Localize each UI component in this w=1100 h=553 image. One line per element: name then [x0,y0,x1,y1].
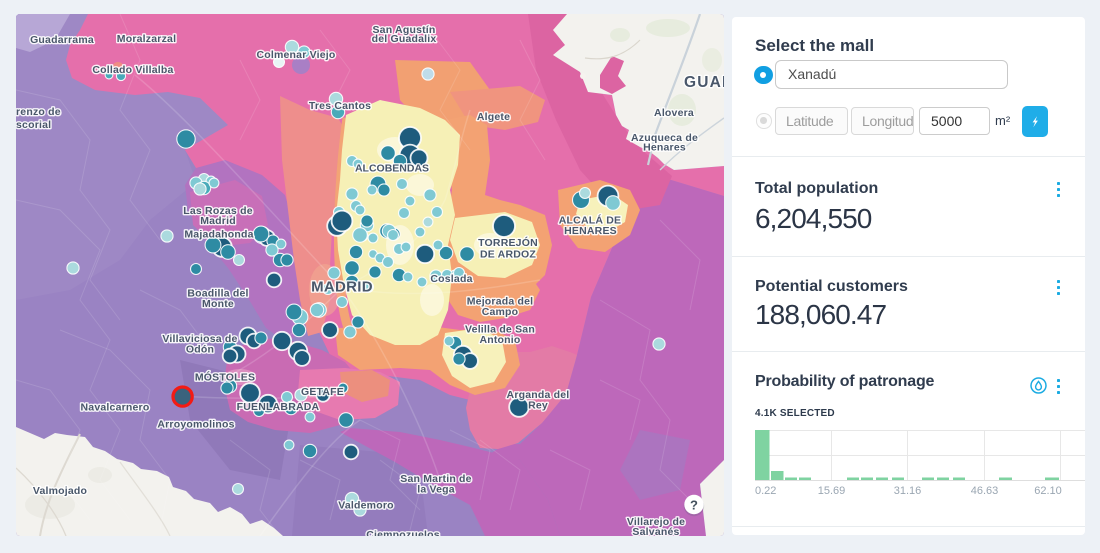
svg-text:ALCALÁ DE: ALCALÁ DE [559,213,621,226]
svg-text:Campo: Campo [482,306,519,318]
svg-text:Odón: Odón [186,344,214,356]
svg-text:Villaviciosa de: Villaviciosa de [162,333,237,345]
svg-text:MÓSTOLES: MÓSTOLES [195,371,255,384]
svg-text:Antonio: Antonio [479,334,520,346]
svg-text:Alovera: Alovera [654,107,694,119]
svg-text:Valdemoro: Valdemoro [338,499,393,511]
svg-text:DE ARDOZ: DE ARDOZ [480,249,536,261]
svg-text:Valmojado: Valmojado [33,485,87,497]
svg-text:MADRID: MADRID [311,279,373,296]
svg-text:FUENLABRADA: FUENLABRADA [237,401,320,413]
svg-text:Villarejo de: Villarejo de [627,516,685,528]
svg-text:Mejorada del: Mejorada del [467,296,534,308]
svg-text:Tres Cantos: Tres Cantos [309,100,371,112]
svg-text:Boadilla del: Boadilla del [187,287,248,299]
svg-text:?: ? [690,498,698,513]
svg-text:Ciempozuelos: Ciempozuelos [366,529,440,536]
svg-text:scorial: scorial [16,119,51,131]
svg-text:Rey: Rey [528,400,548,412]
svg-text:Coslada: Coslada [430,273,472,285]
svg-text:Majadahonda: Majadahonda [184,229,253,241]
svg-text:Arroyomolinos: Arroyomolinos [157,418,234,430]
svg-text:TORREJÓN: TORREJÓN [478,236,538,249]
svg-text:GETAFE: GETAFE [301,386,344,398]
svg-text:Guadarrama: Guadarrama [30,34,94,46]
svg-text:del Guadalix: del Guadalix [372,33,437,45]
svg-text:Moralzarzal: Moralzarzal [117,33,176,45]
svg-text:62.10: 62.10 [1034,485,1062,497]
svg-text:la Vega: la Vega [417,484,455,496]
svg-text:Madrid: Madrid [200,215,236,227]
svg-text:GUAD: GUAD [684,74,724,91]
svg-text:Monte: Monte [202,298,234,310]
svg-text:46.63: 46.63 [971,485,999,497]
svg-text:HENARES: HENARES [564,225,617,237]
svg-text:Colmenar Viejo: Colmenar Viejo [256,49,335,61]
svg-text:0.22: 0.22 [755,485,776,497]
svg-text:San Agustín: San Agustín [372,24,435,36]
svg-text:Velilla de San: Velilla de San [465,323,535,335]
svg-text:Arganda del: Arganda del [507,389,570,401]
svg-text:ALCOBENDAS: ALCOBENDAS [355,163,429,175]
svg-text:Salvanés: Salvanés [632,526,679,536]
svg-text:renzo de: renzo de [16,106,61,118]
svg-text:Algete: Algete [477,111,510,123]
svg-text:15.69: 15.69 [818,485,846,497]
svg-text:Azuqueca de: Azuqueca de [631,132,698,144]
svg-text:Las Rozas de: Las Rozas de [183,205,253,217]
svg-text:San Martin de: San Martin de [400,473,471,485]
svg-text:31.16: 31.16 [894,485,922,497]
svg-text:Henares: Henares [643,142,686,154]
svg-text:Navalcarnero: Navalcarnero [81,402,150,414]
svg-text:Collado Villalba: Collado Villalba [92,64,173,76]
